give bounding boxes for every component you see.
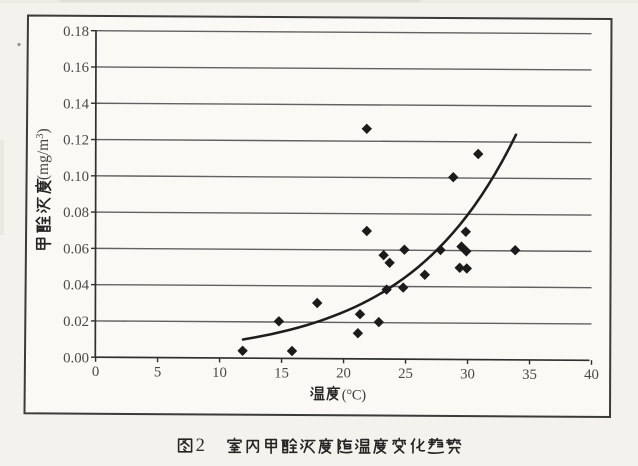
svg-text:0.00: 0.00	[63, 350, 89, 366]
svg-text:20: 20	[336, 366, 351, 382]
svg-text:0.12: 0.12	[63, 133, 89, 149]
svg-text:40: 40	[584, 367, 599, 383]
svg-text:0.04: 0.04	[63, 278, 89, 294]
svg-text:5: 5	[154, 365, 161, 381]
svg-text:0.14: 0.14	[63, 96, 89, 112]
svg-text:30: 30	[460, 366, 475, 382]
svg-text:0.18: 0.18	[63, 24, 89, 40]
svg-text:0.16: 0.16	[63, 60, 89, 76]
svg-text:(°C): (°C)	[342, 387, 366, 403]
svg-text:0.10: 0.10	[63, 169, 89, 185]
svg-text:25: 25	[398, 366, 413, 382]
svg-text:2: 2	[196, 436, 205, 456]
svg-text:0.02: 0.02	[63, 314, 89, 330]
svg-text:(mg/m3): (mg/m3)	[35, 128, 52, 180]
svg-text:10: 10	[212, 365, 227, 381]
svg-text:15: 15	[274, 365, 289, 381]
svg-text:0.06: 0.06	[63, 241, 89, 257]
svg-text:0.08: 0.08	[63, 205, 89, 221]
svg-text:0: 0	[92, 364, 99, 380]
svg-text:35: 35	[522, 367, 537, 383]
